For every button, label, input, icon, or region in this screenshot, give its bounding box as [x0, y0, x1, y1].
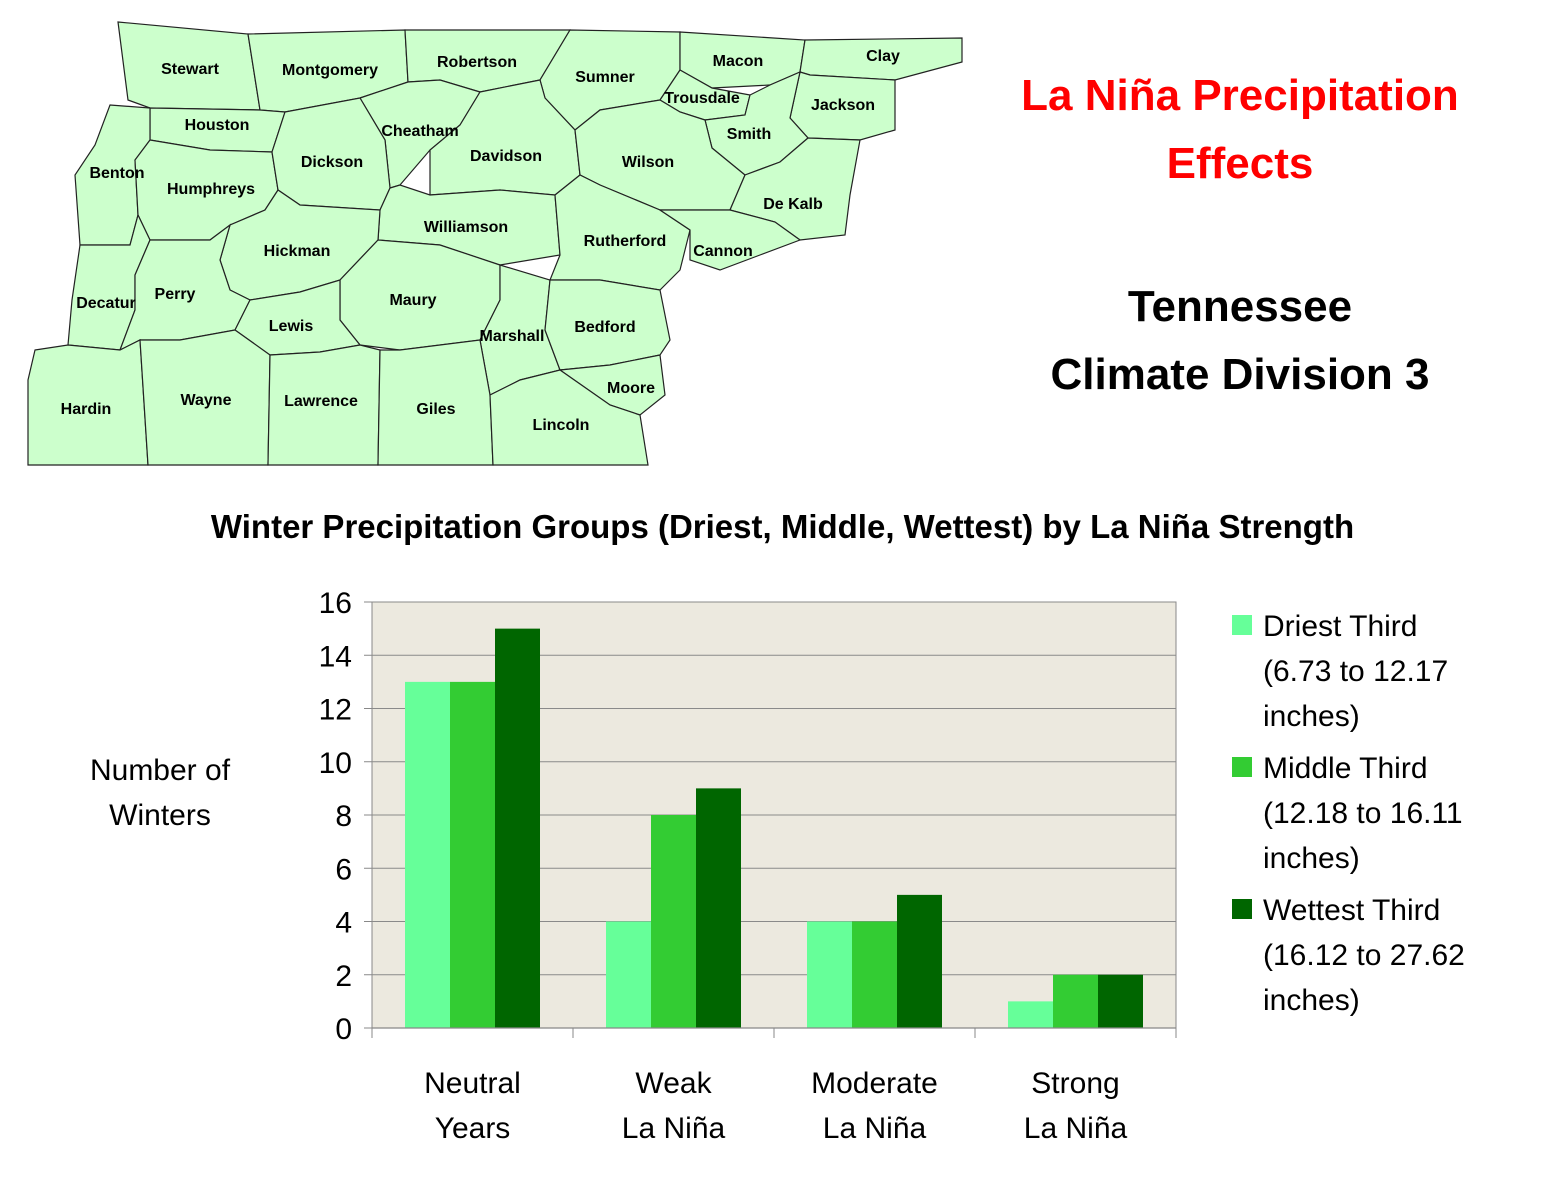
slide-title-line-1: La Niña Precipitation — [1021, 71, 1459, 120]
county-label: Stewart — [161, 61, 219, 78]
county-label: Rutherford — [584, 233, 667, 250]
y-tick-label: 4 — [335, 907, 352, 940]
county-label: De Kalb — [763, 196, 823, 213]
bar — [1098, 974, 1143, 1028]
legend-swatch — [1232, 757, 1252, 777]
bar — [897, 894, 942, 1028]
county-label: Smith — [727, 126, 771, 143]
x-category-label: Moderate — [811, 1067, 938, 1100]
x-category-label: Years — [435, 1112, 511, 1145]
county-label: Wayne — [181, 392, 232, 409]
x-category-label: La Niña — [1024, 1112, 1128, 1145]
y-tick-label: 8 — [335, 800, 352, 833]
county-label: Hickman — [264, 243, 331, 260]
y-tick-label: 12 — [319, 694, 352, 727]
slide-title-line-2: Effects — [1166, 139, 1314, 188]
x-category-label: La Niña — [622, 1112, 726, 1145]
county-label: Maury — [389, 292, 436, 309]
county-label: Jackson — [811, 97, 875, 114]
y-tick-label: 10 — [319, 747, 352, 780]
county-label: Cheatham — [381, 123, 458, 140]
county-label: Sumner — [575, 69, 635, 86]
county-label: Macon — [713, 53, 764, 70]
bar — [606, 921, 651, 1028]
x-category-label: Strong — [1031, 1067, 1119, 1100]
y-axis-label-line: Number of — [90, 754, 231, 787]
tennessee-county-map: Stewart Montgomery Robertson Sumner Macon Cla… — [27, 21, 963, 466]
county-label: Dickson — [301, 154, 363, 171]
plot-area: 0 2 4 6 8 10 12 14 16 Neutral Years Weak La Niña Mode… — [319, 587, 1177, 1145]
y-tick-label: 16 — [319, 587, 352, 620]
county-label: Moore — [607, 380, 655, 397]
bar — [405, 681, 450, 1028]
county-label: Lawrence — [284, 393, 358, 410]
county-cannon — [658, 209, 802, 271]
y-tick-label: 2 — [335, 960, 352, 993]
bar — [696, 788, 741, 1028]
county-label: Houston — [185, 117, 250, 134]
county-label: Davidson — [470, 148, 542, 165]
county-label: Lewis — [269, 318, 314, 335]
subtitle-line-1: Tennessee — [1127, 282, 1353, 331]
chart-title: Winter Precipitation Groups (Driest, Mid… — [210, 508, 1355, 545]
y-tick-label: 0 — [335, 1013, 352, 1046]
legend-swatch — [1232, 615, 1252, 635]
legend-label: Middle Third — [1263, 752, 1428, 785]
y-tick-label: 6 — [335, 853, 352, 886]
county-label: Benton — [89, 165, 144, 182]
county-label: Decatur — [76, 295, 136, 312]
legend-label: inches) — [1263, 842, 1360, 875]
legend-label: (6.73 to 12.17 — [1263, 655, 1448, 688]
county-label: Williamson — [424, 219, 508, 236]
legend-label: inches) — [1263, 984, 1360, 1017]
legend-label: (16.12 to 27.62 — [1263, 939, 1465, 972]
bar — [1008, 1001, 1053, 1028]
legend-label: Driest Third — [1263, 610, 1417, 643]
county-label: Trousdale — [664, 90, 740, 107]
county-label: Clay — [866, 48, 900, 65]
legend-label: (12.18 to 16.11 — [1263, 797, 1463, 830]
county-label: Robertson — [437, 54, 517, 71]
county-label: Perry — [155, 286, 196, 303]
x-category-label: Weak — [635, 1067, 712, 1100]
county-label: Montgomery — [282, 62, 378, 79]
bar-chart: 0 2 4 6 8 10 12 14 16 Neutral Years Weak La Niña Mode… — [90, 587, 1465, 1145]
county-labels: Stewart Montgomery Robertson Sumner Macon Cla… — [61, 48, 900, 434]
y-tick-label: 14 — [319, 640, 352, 673]
x-category-label: La Niña — [823, 1112, 927, 1145]
y-axis-label: Number of Winters — [90, 754, 231, 832]
county-label: Wilson — [622, 154, 674, 171]
county-shapes — [27, 21, 963, 466]
county-label: Marshall — [480, 328, 545, 345]
bar — [450, 681, 495, 1028]
bar — [495, 628, 540, 1028]
bar — [807, 921, 852, 1028]
legend-label: inches) — [1263, 700, 1360, 733]
legend-swatch — [1232, 899, 1252, 919]
legend-label: Wettest Third — [1263, 894, 1440, 927]
legend: Driest Third (6.73 to 12.17 inches) Middle … — [1232, 610, 1465, 1017]
bar — [651, 815, 696, 1028]
bar — [852, 921, 897, 1028]
subtitle-line-2: Climate Division 3 — [1050, 350, 1430, 399]
county-label: Humphreys — [167, 181, 255, 198]
x-category-label: Neutral — [424, 1067, 521, 1100]
y-axis-label-line: Winters — [109, 799, 211, 832]
county-label: Lincoln — [533, 417, 590, 434]
county-lincoln — [489, 369, 649, 466]
county-label: Bedford — [574, 319, 635, 336]
bar — [1053, 974, 1098, 1028]
county-rutherford — [549, 174, 691, 291]
county-label: Hardin — [61, 401, 112, 418]
county-label: Giles — [416, 401, 455, 418]
county-label: Cannon — [693, 243, 753, 260]
